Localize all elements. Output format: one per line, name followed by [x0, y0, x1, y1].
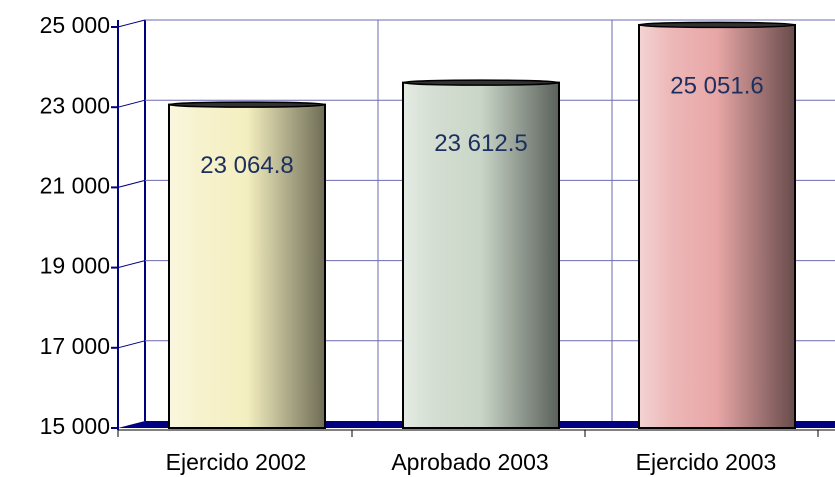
y-tick-label: 17 000	[40, 333, 110, 359]
grid-line	[117, 340, 146, 349]
x-tick-label: Ejercido 2002	[166, 449, 307, 475]
bar	[402, 81, 560, 429]
grid-line	[117, 99, 146, 108]
grid-line	[117, 179, 146, 188]
x-tick-label: Aprobado 2003	[391, 449, 548, 475]
bar-top	[402, 79, 560, 86]
bar	[638, 23, 796, 429]
bar	[168, 103, 326, 429]
y-tick-label: 21 000	[40, 172, 110, 198]
grid-line	[117, 260, 146, 269]
value-label: 25 051.6	[670, 72, 763, 99]
value-label: 23 064.8	[200, 152, 293, 179]
y-tick-label: 23 000	[40, 92, 110, 118]
y-tick-label: 25 000	[40, 12, 110, 38]
value-label: 23 612.5	[434, 130, 527, 157]
y-tick-label: 19 000	[40, 253, 110, 279]
grid-line	[117, 19, 146, 28]
bar-top	[638, 21, 796, 29]
bar-top	[168, 101, 326, 108]
y-tick-label: 15 000	[40, 413, 110, 439]
x-tick-label: Ejercido 2003	[636, 449, 777, 475]
